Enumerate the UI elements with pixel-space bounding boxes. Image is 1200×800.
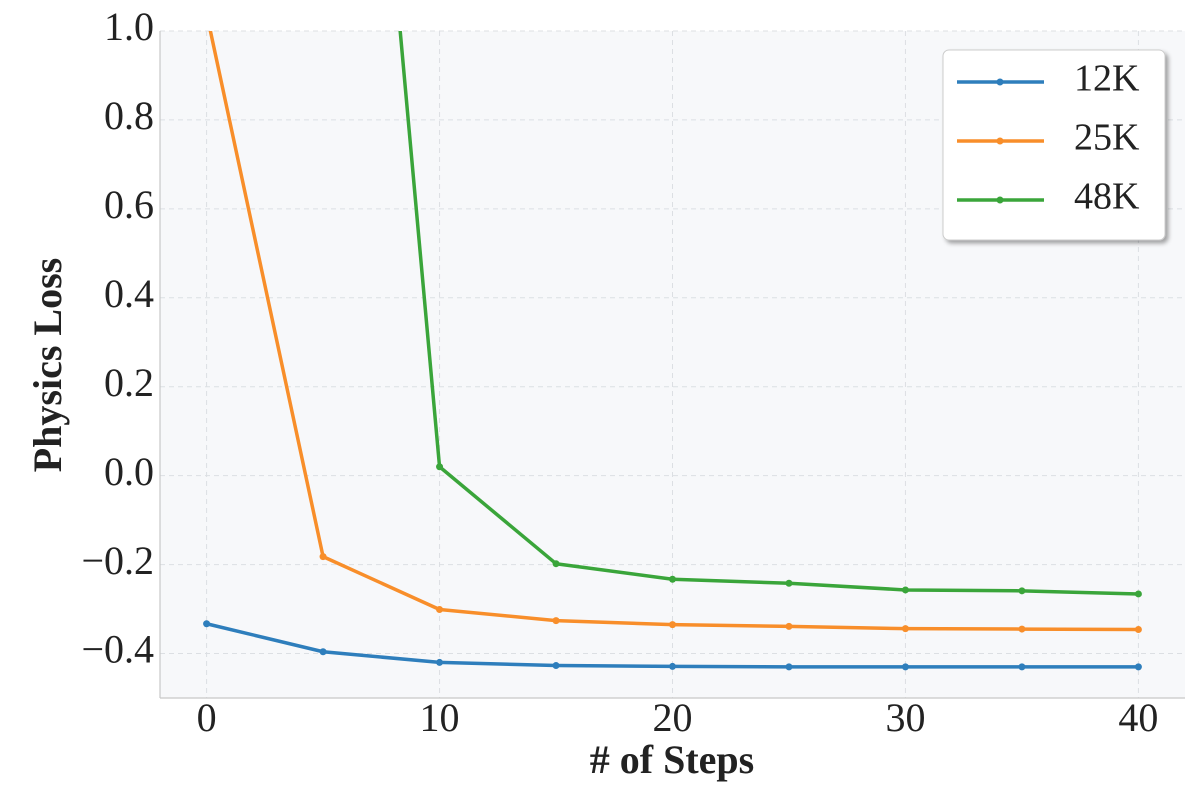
x-tick-label: 20 (653, 695, 693, 740)
y-tick-label: 0.8 (104, 93, 154, 138)
data-point (785, 663, 793, 671)
y-tick-label: 0.2 (104, 360, 154, 405)
data-point (319, 648, 327, 656)
data-point (552, 560, 560, 568)
legend-marker (996, 137, 1004, 145)
x-tick-label: 30 (885, 695, 925, 740)
y-tick-label: 0.0 (104, 449, 154, 494)
legend: 12K 25K 48K (942, 49, 1166, 241)
legend-marker (996, 78, 1004, 86)
y-tick-label: 1.0 (104, 4, 154, 49)
data-point (785, 579, 793, 587)
data-point (669, 662, 676, 670)
data-point (901, 586, 909, 594)
legend-label: 25K (1074, 117, 1140, 159)
x-tick-label: 0 (197, 695, 217, 740)
y-tick-label: 0.4 (104, 271, 154, 316)
data-point (319, 553, 327, 561)
x-tick-label: 40 (1118, 695, 1158, 740)
data-point (552, 617, 560, 625)
data-point (436, 658, 444, 666)
x-tick-label: 10 (420, 695, 460, 740)
data-point (552, 662, 560, 670)
data-point (1134, 663, 1142, 671)
data-point (669, 575, 676, 583)
y-tick-label: −0.4 (81, 627, 154, 672)
x-axis-label: # of Steps (590, 737, 754, 782)
data-point (669, 621, 676, 629)
data-point (203, 10, 210, 17)
series-line (398, 31, 1139, 596)
data-point (436, 463, 444, 471)
y-axis-label: Physics Loss (25, 258, 70, 473)
y-tick-label: −0.2 (81, 538, 154, 583)
data-point (203, 620, 211, 628)
data-point (1018, 663, 1026, 671)
data-point (1134, 626, 1142, 634)
data-point (901, 663, 909, 671)
legend-marker (996, 196, 1004, 204)
legend-label: 12K (1074, 58, 1140, 100)
data-point (1018, 625, 1026, 633)
data-point (901, 625, 909, 633)
y-tick-label: 0.6 (104, 182, 154, 227)
data-point (785, 622, 793, 630)
legend-label: 48K (1074, 176, 1140, 218)
data-point (1134, 590, 1142, 598)
plot-lines (203, 10, 1142, 671)
data-point (436, 606, 444, 614)
data-point (1018, 587, 1026, 595)
legend-box (942, 49, 1166, 241)
